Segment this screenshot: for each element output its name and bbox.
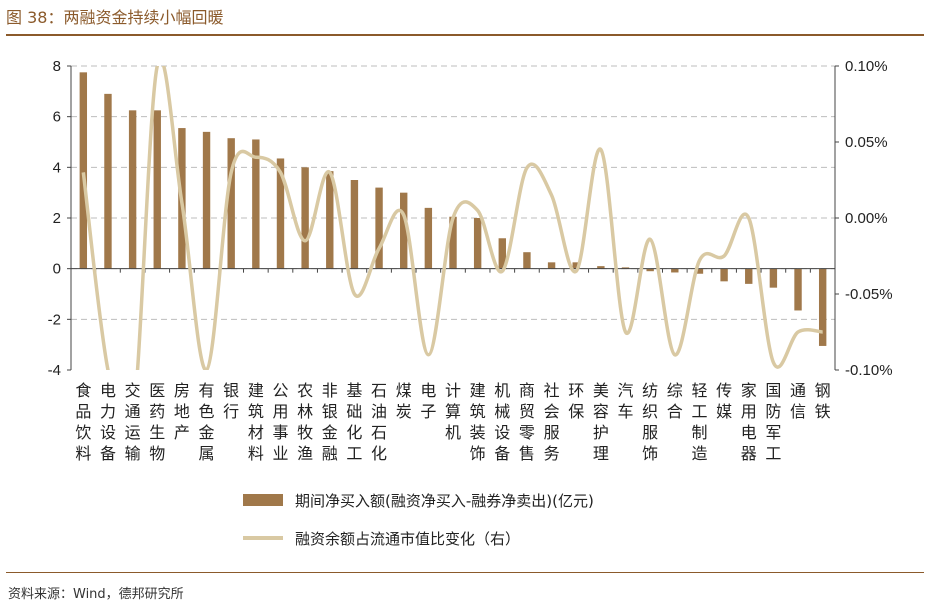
- category-label: 美容护理: [593, 381, 609, 463]
- bar: [473, 218, 482, 269]
- bar: [79, 72, 88, 269]
- left-tick-label: -4: [48, 362, 61, 379]
- category-label: 商贸零售: [519, 381, 535, 463]
- bar: [769, 268, 778, 288]
- category-label: 农林牧渔: [297, 381, 313, 463]
- bar-series: [79, 72, 827, 346]
- left-tick-label: -2: [48, 311, 61, 328]
- category-label: 传媒: [716, 381, 732, 421]
- left-tick-label: 4: [53, 159, 61, 176]
- legend-line-label: 融资余额占流通市值比变化（右）: [295, 530, 520, 548]
- bar: [350, 180, 359, 269]
- category-label: 非银金融: [322, 381, 338, 463]
- bar: [547, 262, 556, 269]
- right-tick-label: 0.00%: [845, 210, 888, 227]
- bar: [794, 268, 802, 311]
- axes: [67, 65, 839, 371]
- category-label: 房地产: [174, 381, 190, 442]
- bar: [621, 267, 630, 269]
- category-label: 有色金属: [199, 381, 215, 463]
- bar: [745, 268, 753, 284]
- bar: [227, 138, 235, 269]
- category-label: 石油石化: [371, 381, 387, 463]
- right-tick-label: 0.10%: [845, 58, 888, 75]
- bar: [153, 110, 161, 269]
- category-label: 家用电器: [741, 381, 757, 463]
- bar: [326, 171, 334, 269]
- right-axis-ticks: -0.10% -0.05% 0.00% 0.05% 0.10%: [845, 58, 893, 379]
- category-label: 环保: [568, 381, 584, 421]
- category-label: 机械设备: [494, 381, 510, 463]
- legend: 期间净买入额(融资净买入-融券净卖出)(亿元) 融资余额占流通市值比变化（右）: [243, 492, 594, 548]
- category-label: 医药生物: [149, 381, 165, 463]
- right-tick-label: -0.10%: [845, 362, 893, 379]
- bar: [449, 216, 457, 269]
- bar: [720, 268, 728, 282]
- category-label: 食品饮料: [75, 381, 91, 463]
- category-label: 交通运输: [125, 381, 141, 463]
- category-label: 公用事业: [272, 381, 288, 463]
- bar: [572, 262, 580, 269]
- bar: [301, 167, 309, 269]
- line-series: [81, 66, 823, 370]
- right-tick-label: -0.05%: [845, 286, 893, 303]
- left-tick-label: 6: [53, 109, 61, 126]
- bar: [695, 268, 704, 274]
- bar: [498, 238, 506, 269]
- bar: [424, 207, 433, 269]
- bar: [400, 192, 408, 269]
- source-note: 资料来源：Wind，德邦研究所: [8, 587, 184, 602]
- left-axis-ticks: -4 -2 0 2 4 6 8: [48, 58, 61, 379]
- legend-bar-label: 期间净买入额(融资净买入-融券净卖出)(亿元): [295, 492, 594, 510]
- category-label: 建筑装饰: [470, 381, 486, 463]
- category-label: 综合: [667, 381, 683, 421]
- category-label: 社会服务: [544, 381, 560, 463]
- bar: [597, 266, 605, 269]
- bar: [252, 139, 260, 269]
- bar: [818, 268, 827, 346]
- source-divider: [6, 572, 924, 573]
- category-label: 电子: [420, 381, 436, 421]
- category-label: 电力设备: [100, 381, 116, 463]
- category-label: 轻工制造: [691, 381, 707, 463]
- bar: [104, 93, 112, 269]
- bar: [375, 187, 383, 269]
- left-tick-label: 8: [53, 58, 61, 75]
- category-label: 汽车: [618, 381, 634, 421]
- right-tick-label: 0.05%: [845, 134, 888, 151]
- category-label: 银行: [223, 381, 239, 421]
- category-label: 基础化工: [346, 381, 362, 463]
- line-path: [81, 66, 823, 370]
- title-divider: [6, 34, 924, 36]
- bar: [128, 110, 137, 269]
- bar: [276, 158, 285, 269]
- left-tick-label: 0: [53, 261, 61, 278]
- chart-title: 图 38：两融资金持续小幅回暖: [6, 8, 224, 27]
- category-label: 建筑材料: [248, 381, 264, 463]
- bar: [202, 131, 211, 269]
- category-label: 钢铁: [815, 381, 831, 421]
- category-label: 计算机: [445, 381, 461, 442]
- category-label: 纺织服饰: [642, 381, 658, 463]
- category-label: 国防军工: [765, 381, 781, 463]
- category-label: 煤炭: [396, 381, 412, 421]
- bar: [523, 252, 531, 269]
- bar: [671, 268, 679, 273]
- category-labels: 食品饮料电力设备交通运输医药生物房地产有色金属银行建筑材料公用事业农林牧渔非银金…: [75, 381, 830, 463]
- left-tick-label: 2: [53, 210, 61, 227]
- bar: [646, 268, 654, 272]
- category-label: 通信: [790, 381, 806, 421]
- legend-bar-swatch: [243, 494, 283, 506]
